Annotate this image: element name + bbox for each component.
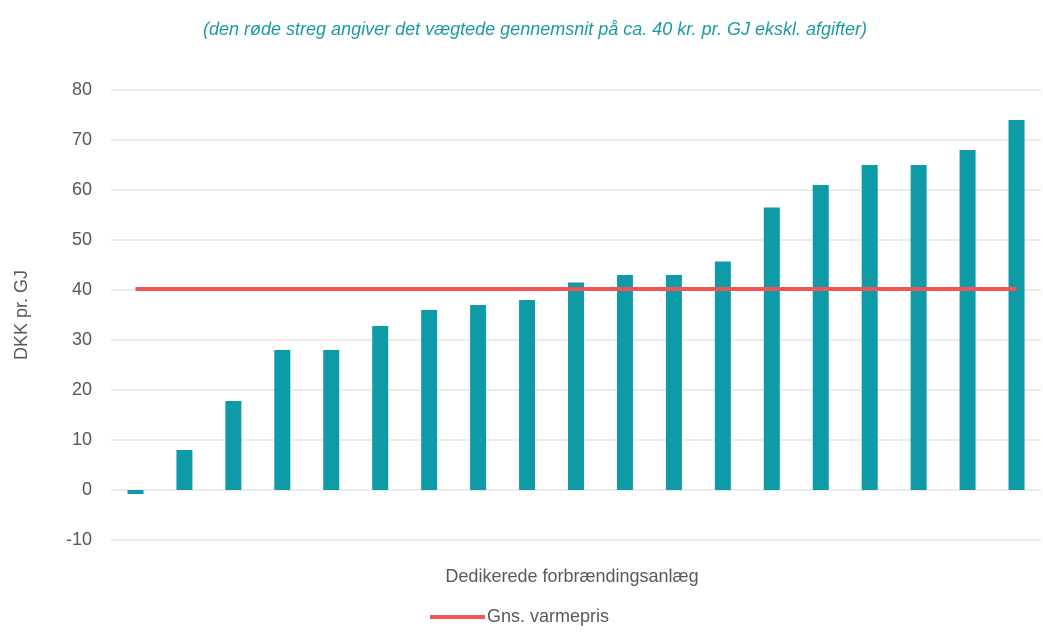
bar bbox=[274, 350, 291, 490]
x-axis-title: Dedikerede forbrændingsanlæg bbox=[445, 566, 698, 586]
bar bbox=[665, 275, 682, 490]
bar bbox=[1008, 120, 1025, 490]
y-tick-label: 70 bbox=[72, 129, 92, 149]
y-axis-title: DKK pr. GJ bbox=[11, 270, 31, 360]
bar bbox=[616, 275, 633, 490]
bar bbox=[568, 282, 584, 490]
bar bbox=[421, 310, 438, 490]
bar bbox=[323, 350, 340, 490]
bar bbox=[861, 165, 878, 490]
y-tick-label: 20 bbox=[72, 379, 92, 399]
bar bbox=[127, 490, 144, 494]
y-tick-label: 40 bbox=[72, 279, 92, 299]
bar bbox=[372, 326, 389, 490]
y-tick-label: 10 bbox=[72, 429, 92, 449]
chart-subtitle: (den røde streg angiver det vægtede genn… bbox=[203, 19, 867, 39]
bar bbox=[910, 165, 927, 490]
bar bbox=[176, 450, 193, 490]
bar bbox=[959, 150, 976, 490]
y-tick-label: 50 bbox=[72, 229, 92, 249]
bar bbox=[714, 261, 731, 490]
bar bbox=[225, 401, 242, 490]
legend-label: Gns. varmepris bbox=[487, 606, 609, 626]
bar bbox=[812, 185, 829, 490]
bar bbox=[470, 305, 487, 490]
bar bbox=[519, 300, 536, 490]
y-tick-label: -10 bbox=[66, 529, 92, 549]
y-tick-label: 60 bbox=[72, 179, 92, 199]
y-tick-label: 80 bbox=[72, 79, 92, 99]
y-tick-label: 0 bbox=[82, 479, 92, 499]
bar bbox=[763, 207, 780, 490]
y-tick-label: 30 bbox=[72, 329, 92, 349]
